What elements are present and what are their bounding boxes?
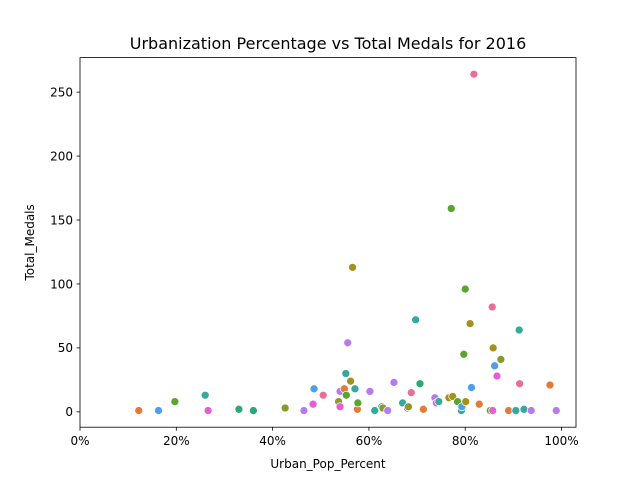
data-point xyxy=(234,404,244,414)
data-point xyxy=(545,380,555,390)
x-tick-label: 20% xyxy=(163,434,190,448)
data-point xyxy=(170,397,180,406)
axis-ticks: 0% 20% 40% 60% 80% 100% 0 50 100 150 200 250 xyxy=(50,85,579,448)
plot-frame xyxy=(79,57,577,428)
data-point xyxy=(308,399,318,409)
chart-title: Urbanization Percentage vs Total Medals … xyxy=(130,34,527,53)
data-point xyxy=(383,406,393,415)
data-point xyxy=(465,319,475,328)
data-point xyxy=(469,69,479,79)
data-point xyxy=(404,402,413,412)
y-tick-label: 150 xyxy=(50,213,73,227)
data-point xyxy=(496,355,506,364)
data-point xyxy=(350,384,360,394)
y-axis-label: Total_Medals xyxy=(23,204,37,281)
data-point xyxy=(280,403,290,413)
x-tick-label: 60% xyxy=(356,434,383,448)
data-point xyxy=(488,406,498,415)
data-point xyxy=(460,284,470,294)
data-point xyxy=(474,399,484,409)
x-tick-label: 80% xyxy=(452,434,479,448)
y-tick-label: 0 xyxy=(65,405,73,419)
y-tick-label: 100 xyxy=(50,277,73,291)
data-point xyxy=(154,406,163,415)
data-point xyxy=(459,349,469,359)
data-point xyxy=(353,398,363,408)
data-point xyxy=(461,397,471,406)
data-point xyxy=(249,406,258,415)
data-point xyxy=(488,343,498,353)
data-point xyxy=(492,371,502,381)
data-point xyxy=(418,404,428,414)
y-tick-label: 250 xyxy=(50,85,73,99)
data-point xyxy=(299,406,309,415)
data-point xyxy=(341,369,351,378)
data-point xyxy=(348,262,357,272)
data-points xyxy=(134,69,561,415)
x-axis-label: Urban_Pop_Percent xyxy=(270,457,386,471)
data-point xyxy=(515,379,525,389)
data-point xyxy=(309,384,319,394)
data-point xyxy=(487,302,497,312)
data-point xyxy=(200,390,210,400)
x-tick-label: 100% xyxy=(544,434,578,448)
data-point xyxy=(134,406,144,415)
data-point xyxy=(415,379,425,389)
data-point xyxy=(526,406,536,415)
data-point xyxy=(370,406,380,415)
data-point xyxy=(514,325,524,335)
data-point xyxy=(318,390,328,400)
data-point xyxy=(411,315,420,325)
data-point xyxy=(346,376,355,386)
data-point xyxy=(389,378,399,387)
data-point xyxy=(365,387,375,396)
data-point xyxy=(551,406,561,415)
data-point xyxy=(343,338,353,348)
data-point xyxy=(434,397,444,406)
data-point xyxy=(519,404,529,414)
data-point xyxy=(335,402,345,412)
data-point xyxy=(406,388,416,398)
data-point xyxy=(203,406,213,415)
data-point xyxy=(446,204,456,213)
y-tick-label: 200 xyxy=(50,149,73,163)
x-tick-label: 40% xyxy=(259,434,286,448)
data-point xyxy=(504,406,513,415)
x-tick-label: 0% xyxy=(70,434,89,448)
data-point xyxy=(467,383,476,392)
data-point xyxy=(511,406,521,415)
y-tick-label: 50 xyxy=(58,341,73,355)
data-point xyxy=(490,361,499,371)
data-point xyxy=(341,390,351,400)
